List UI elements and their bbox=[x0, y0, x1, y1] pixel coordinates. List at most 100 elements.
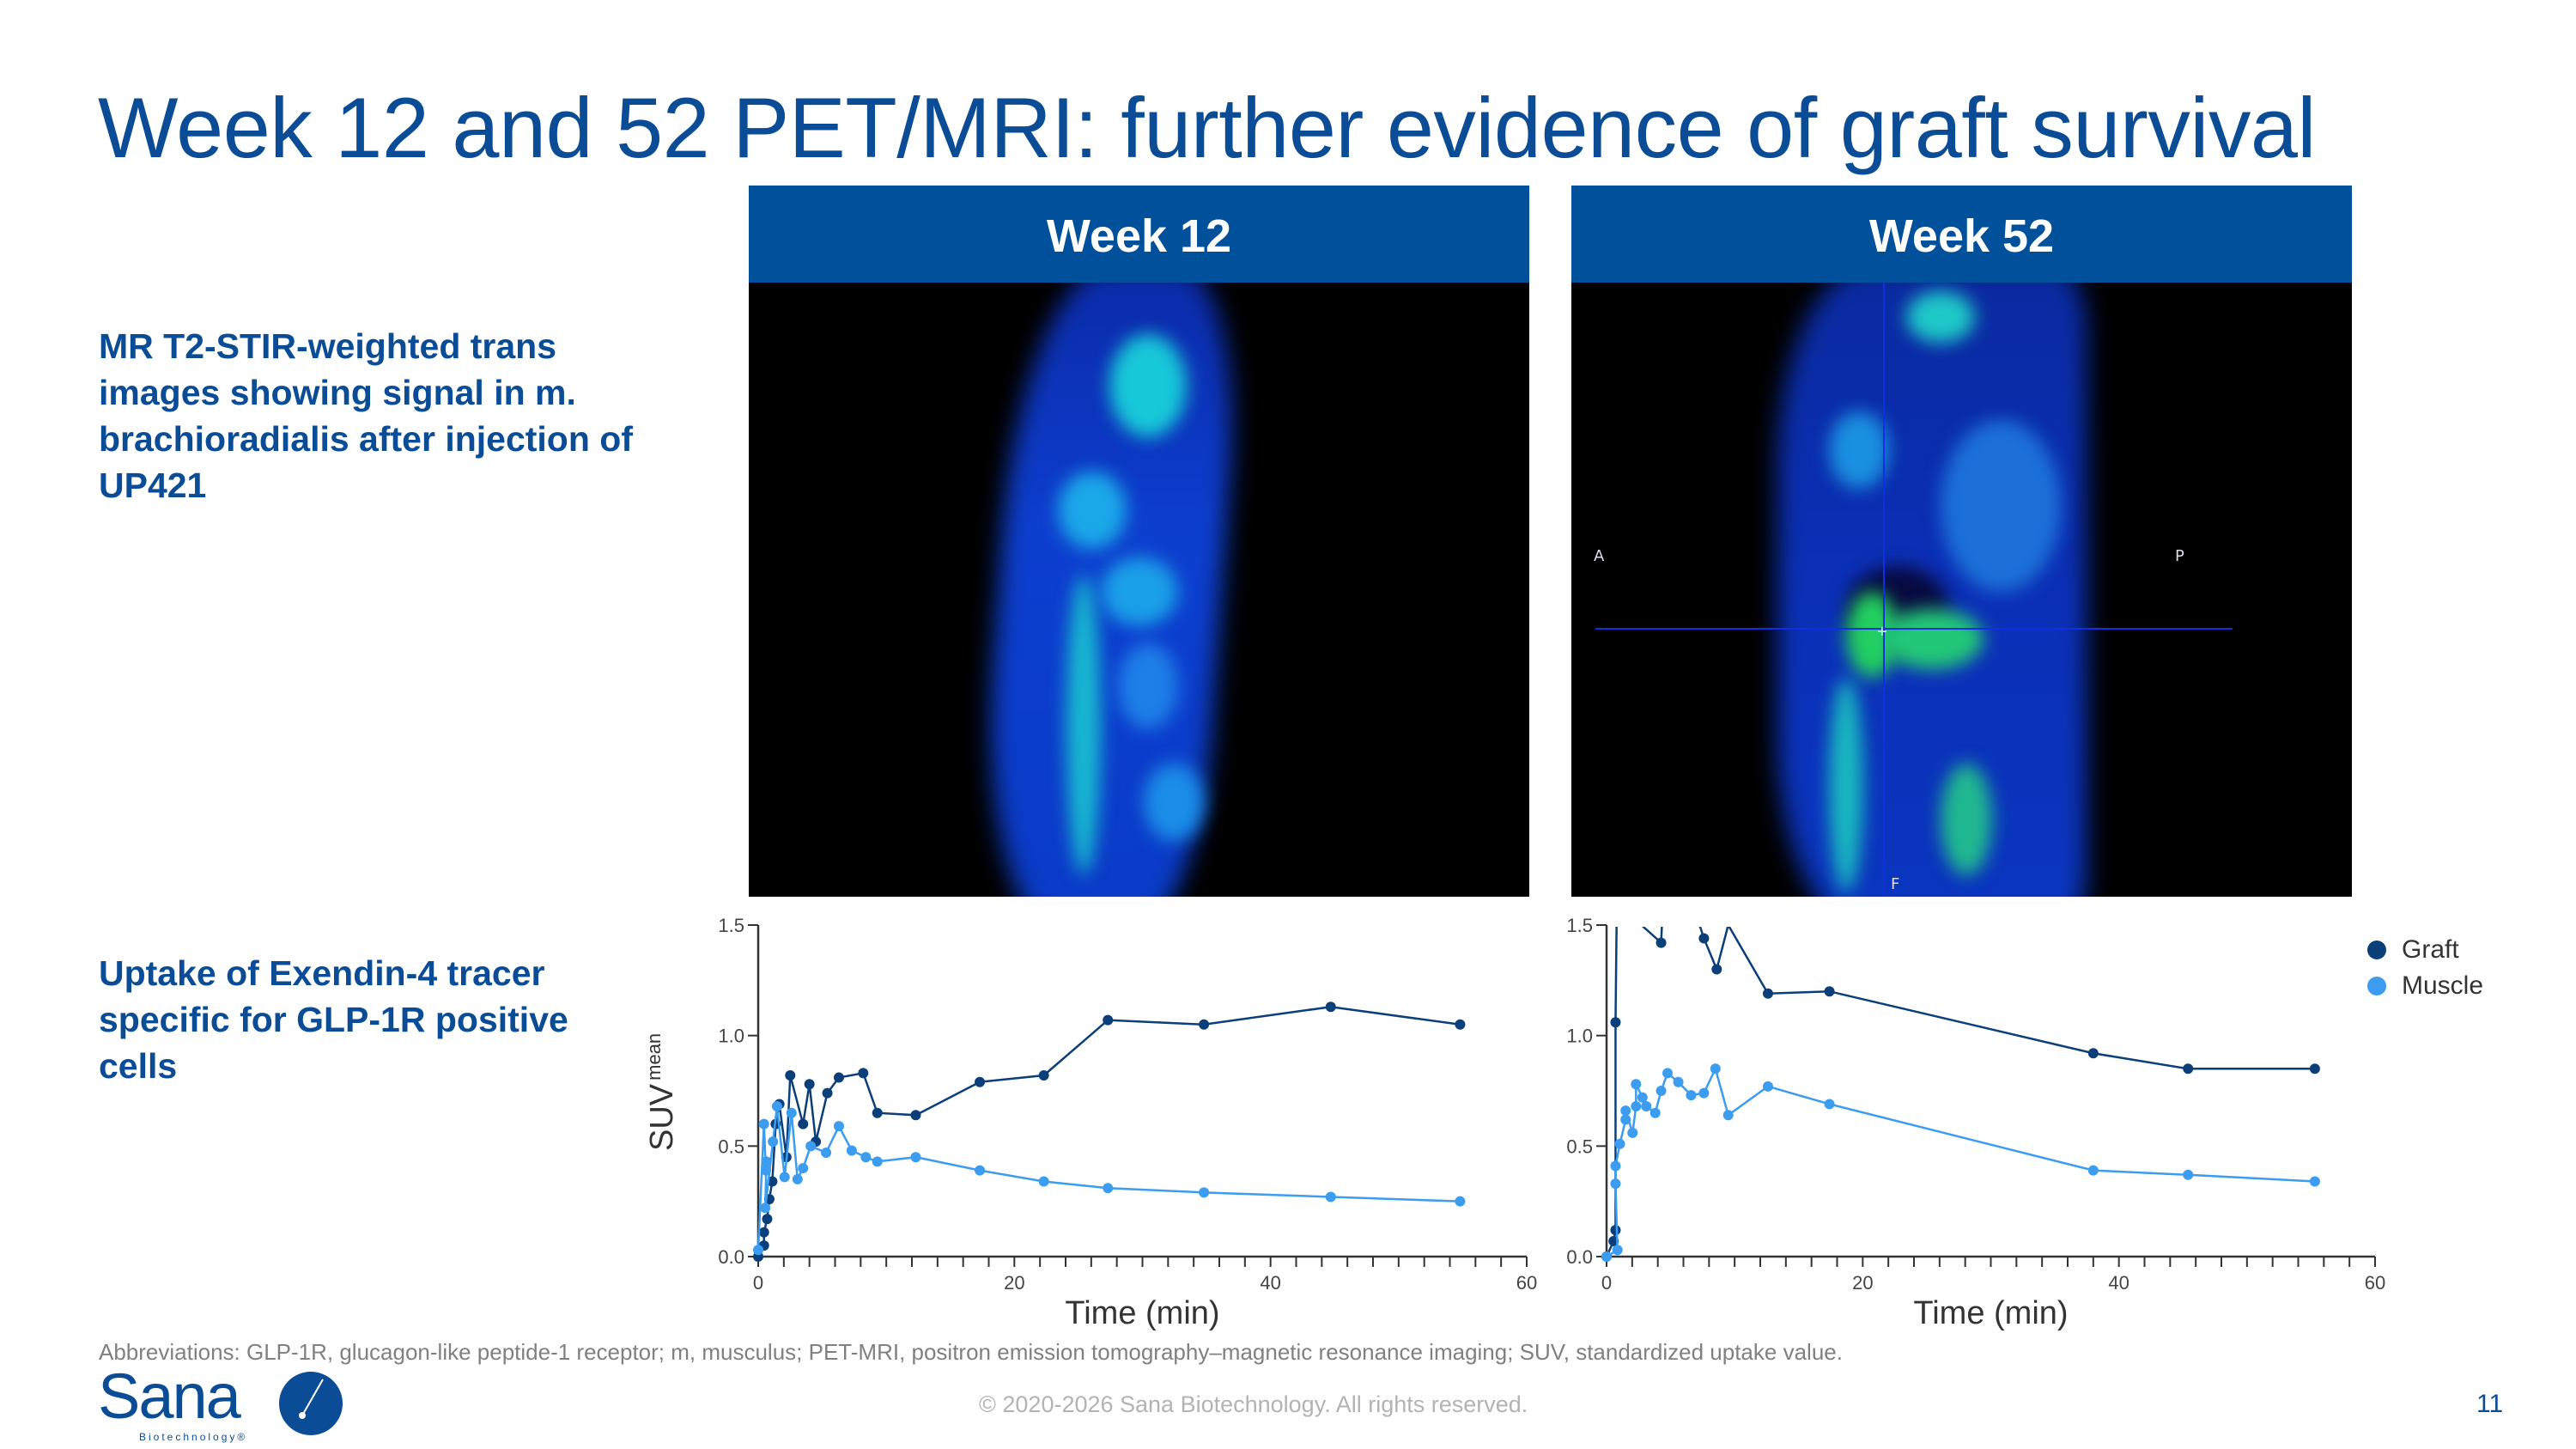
graft-data-point bbox=[872, 1107, 883, 1118]
series-graft bbox=[753, 1002, 1466, 1262]
orientation-p: P bbox=[2175, 547, 2184, 565]
graft-data-point bbox=[1698, 933, 1710, 944]
y-tick-label: 1.5 bbox=[718, 915, 744, 936]
muscle-data-point bbox=[821, 1148, 832, 1159]
x-tick-label: 0 bbox=[1601, 1272, 1612, 1294]
muscle-data-point bbox=[1641, 1101, 1652, 1112]
x-axis-title: Time (min) bbox=[1913, 1295, 2068, 1331]
muscle-data-point bbox=[761, 1156, 772, 1167]
muscle-data-point bbox=[872, 1156, 883, 1167]
muscle-data-point bbox=[768, 1136, 779, 1148]
crosshair-horizontal bbox=[1595, 628, 2233, 630]
logo-circle-icon bbox=[279, 1372, 343, 1435]
muscle-line bbox=[1606, 1065, 2315, 1258]
muscle-data-point bbox=[1649, 1107, 1661, 1118]
muscle-data-point bbox=[1656, 1086, 1667, 1096]
uptake-description: Uptake of Exendin-4 tracer specific for … bbox=[99, 950, 700, 1089]
muscle-data-point bbox=[1612, 1245, 1623, 1256]
logo-subtext: Biotechnology® bbox=[139, 1431, 248, 1443]
muscle-data-point bbox=[975, 1165, 986, 1176]
muscle-data-point bbox=[771, 1101, 782, 1112]
page-number: 11 bbox=[2476, 1390, 2504, 1418]
graft-data-point bbox=[1610, 1225, 1621, 1236]
legend-item-graft: Graft bbox=[2367, 932, 2483, 968]
graft-data-point bbox=[2087, 1048, 2099, 1059]
graft-data-point bbox=[1199, 1019, 1210, 1030]
graft-data-point bbox=[1455, 1019, 1466, 1030]
muscle-data-point bbox=[760, 1165, 771, 1176]
muscle-data-point bbox=[1103, 1183, 1114, 1194]
muscle-data-point bbox=[1710, 1063, 1721, 1075]
graft-line bbox=[1605, 927, 2315, 1257]
muscle-data-point bbox=[1455, 1196, 1466, 1207]
muscle-data-point bbox=[753, 1245, 763, 1256]
week-12-pet-image bbox=[749, 283, 1529, 897]
muscle-data-point bbox=[758, 1118, 769, 1129]
muscle-line bbox=[756, 1105, 1461, 1251]
x-tick-label: 40 bbox=[2108, 1272, 2129, 1294]
graft-data-point bbox=[763, 1194, 775, 1205]
x-tick-label: 60 bbox=[2365, 1272, 2385, 1294]
graft-line bbox=[756, 1005, 1461, 1257]
graft-data-point bbox=[762, 1214, 773, 1225]
muscle-data-point bbox=[1627, 1127, 1638, 1138]
graft-data-point bbox=[758, 1240, 769, 1251]
mri-description-line: MR T2-STIR-weighted trans bbox=[99, 326, 557, 366]
y-tick-label: 0.0 bbox=[718, 1246, 744, 1268]
uptake-description-line: cells bbox=[99, 1046, 178, 1086]
muscle-dot-icon bbox=[2367, 977, 2386, 995]
muscle-data-point bbox=[792, 1173, 803, 1184]
x-tick-label: 40 bbox=[1260, 1272, 1280, 1294]
muscle-data-point bbox=[1631, 1101, 1642, 1112]
x-tick-label: 0 bbox=[753, 1272, 763, 1294]
graft-data-point bbox=[910, 1110, 921, 1121]
logo-wordmark: Sana bbox=[98, 1361, 241, 1432]
muscle-data-point bbox=[1614, 1138, 1625, 1149]
series-muscle bbox=[1601, 1063, 2320, 1262]
uptake-description-line: specific for GLP-1R positive bbox=[99, 1000, 568, 1039]
week-52-pet-image: + A P F bbox=[1571, 283, 2352, 897]
graft-data-point bbox=[975, 1076, 986, 1087]
muscle-data-point bbox=[860, 1152, 872, 1163]
graft-data-point bbox=[1038, 1069, 1049, 1081]
chart-legend: Graft Muscle bbox=[2367, 932, 2483, 1004]
graft-data-point bbox=[1762, 988, 1773, 999]
copyright-text: © 2020-2026 Sana Biotechnology. All righ… bbox=[979, 1391, 1528, 1417]
crosshair-vertical bbox=[1883, 283, 1885, 897]
graft-data-point bbox=[753, 1251, 763, 1262]
graft-data-point bbox=[1610, 1017, 1621, 1028]
graft-data-point bbox=[767, 1176, 778, 1187]
muscle-data-point bbox=[1199, 1187, 1210, 1198]
graft-dot-icon bbox=[2367, 941, 2386, 959]
muscle-data-point bbox=[2309, 1176, 2320, 1187]
graft-data-point bbox=[1325, 1002, 1336, 1013]
orientation-f: F bbox=[1891, 875, 1900, 893]
x-tick-label: 20 bbox=[1004, 1272, 1024, 1294]
muscle-data-point bbox=[805, 1141, 817, 1152]
muscle-data-point bbox=[2183, 1169, 2194, 1180]
abbreviations-footnote: Abbreviations: GLP-1R, glucagon-like pep… bbox=[99, 1339, 1843, 1365]
graft-data-point bbox=[822, 1087, 833, 1099]
muscle-data-point bbox=[1631, 1079, 1642, 1090]
muscle-data-point bbox=[1722, 1110, 1734, 1121]
week-12-header: Week 12 bbox=[749, 186, 1529, 283]
graft-data-point bbox=[2183, 1063, 2194, 1075]
legend-label: Muscle bbox=[2402, 971, 2484, 1000]
muscle-data-point bbox=[1637, 1092, 1648, 1103]
muscle-data-point bbox=[833, 1121, 844, 1132]
muscle-data-point bbox=[1610, 1160, 1621, 1172]
muscle-data-point bbox=[1698, 1087, 1710, 1099]
muscle-data-point bbox=[1325, 1191, 1336, 1202]
muscle-data-point bbox=[1762, 1081, 1773, 1092]
muscle-data-point bbox=[1038, 1176, 1049, 1187]
graft-data-point bbox=[1711, 964, 1722, 975]
muscle-data-point bbox=[1824, 1099, 1835, 1110]
graft-data-point bbox=[758, 1227, 769, 1238]
graft-data-point bbox=[1608, 1235, 1619, 1246]
muscle-data-point bbox=[1620, 1105, 1631, 1117]
y-tick-label: 1.0 bbox=[718, 1026, 744, 1047]
mri-description: MR T2-STIR-weighted trans images showing… bbox=[99, 323, 700, 508]
graft-data-point bbox=[1656, 937, 1667, 948]
muscle-data-point bbox=[760, 1202, 771, 1214]
muscle-data-point bbox=[779, 1172, 790, 1183]
